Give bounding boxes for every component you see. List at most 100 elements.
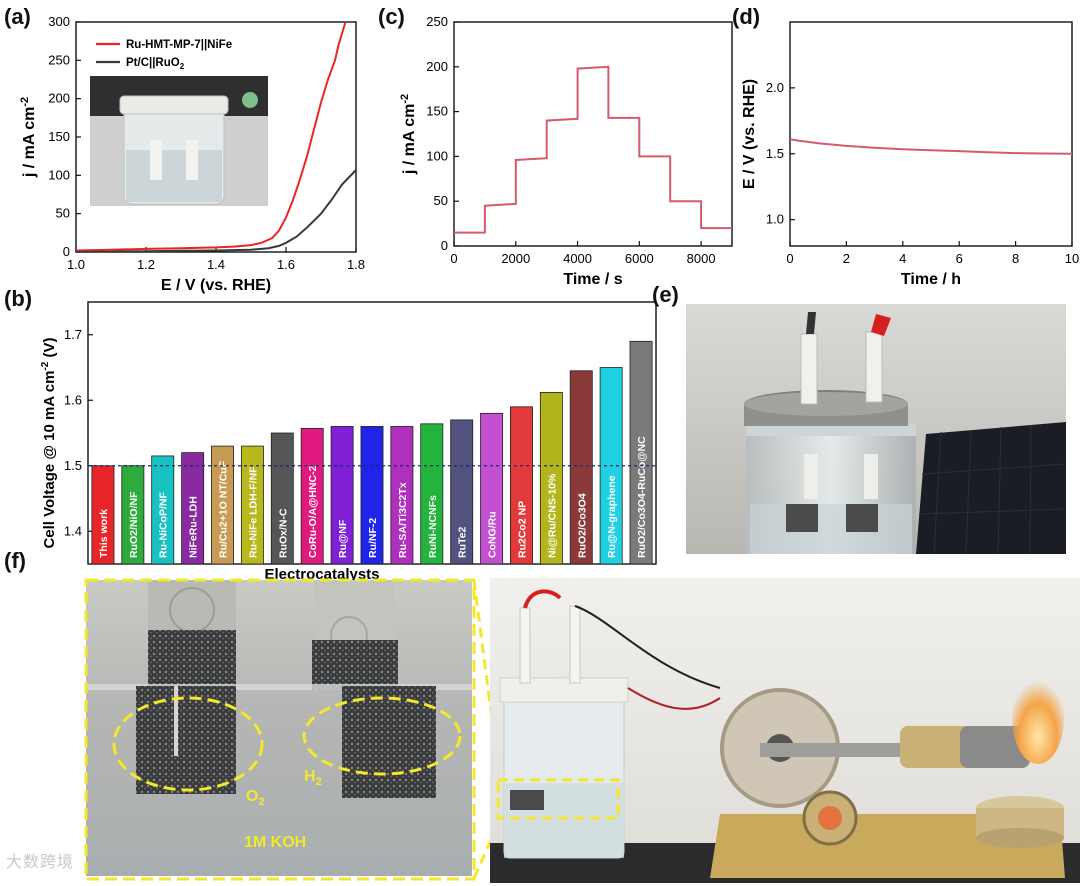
y-tick-label: 1.4 — [64, 523, 82, 538]
bar-label-15: Ru2Co2 NP — [516, 501, 528, 558]
y-axis-label: j / mA cm-2 — [19, 97, 38, 178]
bar-label-3: Ru-NiCoP/NF — [158, 492, 170, 558]
chart-c-multistep: 0 2000 4000 6000 8000 0 50 100 150 200 250 Time / s… — [399, 14, 733, 288]
x-tick-label: 6 — [956, 251, 963, 266]
y-tick-label: 250 — [426, 14, 448, 29]
bar-label-14: CoNG/Ru — [487, 511, 499, 558]
series-line-1 — [790, 138, 1072, 155]
series-line-1 — [454, 65, 732, 234]
y-tick-label: 300 — [48, 14, 70, 29]
label-h2: H2 — [304, 768, 322, 789]
y-tick-label: 1.0 — [766, 212, 784, 227]
x-tick-label: 8000 — [687, 251, 716, 266]
x-tick-label: 8 — [1012, 251, 1019, 266]
y-tick-label: 100 — [426, 148, 448, 163]
y-tick-label: 200 — [48, 91, 70, 106]
y-tick-label: 0 — [441, 238, 448, 253]
label-1m-koh: 1M KOH — [244, 834, 307, 851]
bar-label-18: Ru@N-graphene — [606, 475, 618, 558]
x-tick-label: 1.0 — [67, 257, 85, 272]
bar-9 — [330, 426, 354, 565]
x-tick-label: 1.2 — [137, 257, 155, 272]
label-o2: O2 — [246, 788, 265, 809]
panel-label-b: (b) — [4, 286, 33, 311]
x-tick-label: 2 — [843, 251, 850, 266]
x-tick-label: 0 — [786, 251, 793, 266]
watermark: 大数跨境 — [6, 852, 75, 871]
x-tick-label: 2000 — [501, 251, 530, 266]
x-axis-label: E / V (vs. RHE) — [161, 277, 271, 294]
panel-label-f: (f) — [4, 548, 26, 573]
plot-frame — [789, 21, 1073, 247]
bar-label-8: CoRu-O/A@HNC-2 — [307, 465, 319, 558]
bar-label-4: NiFeRu-LDH — [188, 496, 200, 558]
bar-8 — [300, 428, 324, 565]
photo-e-electrolyzer-solar — [686, 304, 1066, 554]
bar-label-11: Ru-SA/Ti3C2Tx — [397, 482, 409, 558]
bar-19 — [629, 340, 653, 565]
bar-11 — [390, 426, 414, 565]
y-tick-label: 1.5 — [766, 146, 784, 161]
bar-6 — [240, 445, 264, 565]
y-tick-label: 0 — [63, 244, 70, 259]
chart-a-polarization: 1.0 1.2 1.4 1.6 1.8 0 50 100 150 200 250 300 E / V (… — [19, 14, 365, 294]
bar-label-12: RuNi-NCNFs — [427, 495, 439, 558]
bar-17 — [569, 370, 593, 565]
x-axis-label: Time / h — [901, 271, 961, 288]
x-tick-label: 6000 — [625, 251, 654, 266]
photo-f-electrodes-zoom — [86, 580, 472, 876]
x-tick-label: 0 — [450, 251, 457, 266]
y-tick-label: 150 — [48, 129, 70, 144]
bar-3 — [151, 455, 175, 565]
y-tick-label: 2.0 — [766, 80, 784, 95]
x-tick-label: 1.6 — [277, 257, 295, 272]
bar-label-9: Ru@NF — [337, 519, 349, 558]
bar-10 — [360, 426, 384, 565]
bar-label-19: RuO2/Co3O4-RuCo@NC — [636, 436, 648, 558]
panel-label-d: (d) — [732, 4, 761, 29]
legend-label-2: Pt/C||RuO2 — [126, 57, 185, 71]
photo-f-stirling-engine — [490, 578, 1080, 883]
y-axis-label: Cell Voltage @ 10 mA cm-2 (V) — [40, 337, 58, 548]
y-tick-label: 150 — [426, 104, 448, 119]
panel-label-a: (a) — [4, 4, 31, 29]
bar-label-6: Ru-NiFe LDH-F/NF — [247, 466, 259, 558]
series-line-2 — [76, 169, 356, 252]
bar-4 — [181, 452, 205, 565]
bar-label-10: Ru/NF-2 — [367, 518, 379, 558]
bar-label-13: RuTe2 — [457, 527, 469, 558]
panel-label-c: (c) — [378, 4, 405, 29]
y-tick-label: 250 — [48, 52, 70, 67]
x-tick-label: 10 — [1065, 251, 1079, 266]
x-axis-label: Electrocatalysts — [264, 566, 379, 580]
y-tick-label: 50 — [434, 193, 448, 208]
bar-label-1: This work — [98, 509, 110, 558]
y-tick-label: 1.5 — [64, 458, 82, 473]
y-tick-label: 100 — [48, 167, 70, 182]
chart-d-stability: 0 2 4 6 8 10 1.0 1.5 2.0 Time / h E / V (vs. RHE) — [741, 21, 1079, 288]
x-tick-label: 4000 — [563, 251, 592, 266]
bar-label-7: RuOx/N-C — [277, 508, 289, 558]
x-tick-label: 1.4 — [207, 257, 225, 272]
x-axis-label: Time / s — [563, 271, 622, 288]
legend-label-1: Ru-HMT-MP-7||NiFe — [126, 39, 232, 51]
bar-label-2: RuO2/NiO/NF — [128, 491, 140, 558]
bar-label-5: Ru/Cu2+1O NT/CuF — [218, 460, 230, 558]
series-line-1 — [76, 22, 347, 252]
bar-13 — [450, 419, 474, 565]
y-tick-label: 1.6 — [64, 392, 82, 407]
bar-12 — [420, 423, 444, 565]
y-tick-label: 200 — [426, 59, 448, 74]
y-tick-label: 50 — [56, 206, 70, 221]
bar-15 — [510, 406, 533, 565]
bar-label-17: RuO2/Co3O4 — [576, 493, 588, 558]
y-axis-label: j / mA cm-2 — [399, 94, 418, 175]
bar-5 — [211, 445, 234, 565]
x-tick-label: 1.8 — [347, 257, 365, 272]
inset-photo-electrolyzer — [90, 76, 268, 206]
plot-frame — [453, 21, 733, 247]
chart-b-cell-voltage-bars: 1.4 1.5 1.6 1.7 This work RuO2/NiO/NF Ru-NiCoP… — [40, 301, 657, 580]
bar-label-16: Ni@Ru/CNS-10% — [546, 473, 558, 558]
bar-16 — [539, 391, 563, 565]
x-tick-label: 4 — [899, 251, 906, 266]
